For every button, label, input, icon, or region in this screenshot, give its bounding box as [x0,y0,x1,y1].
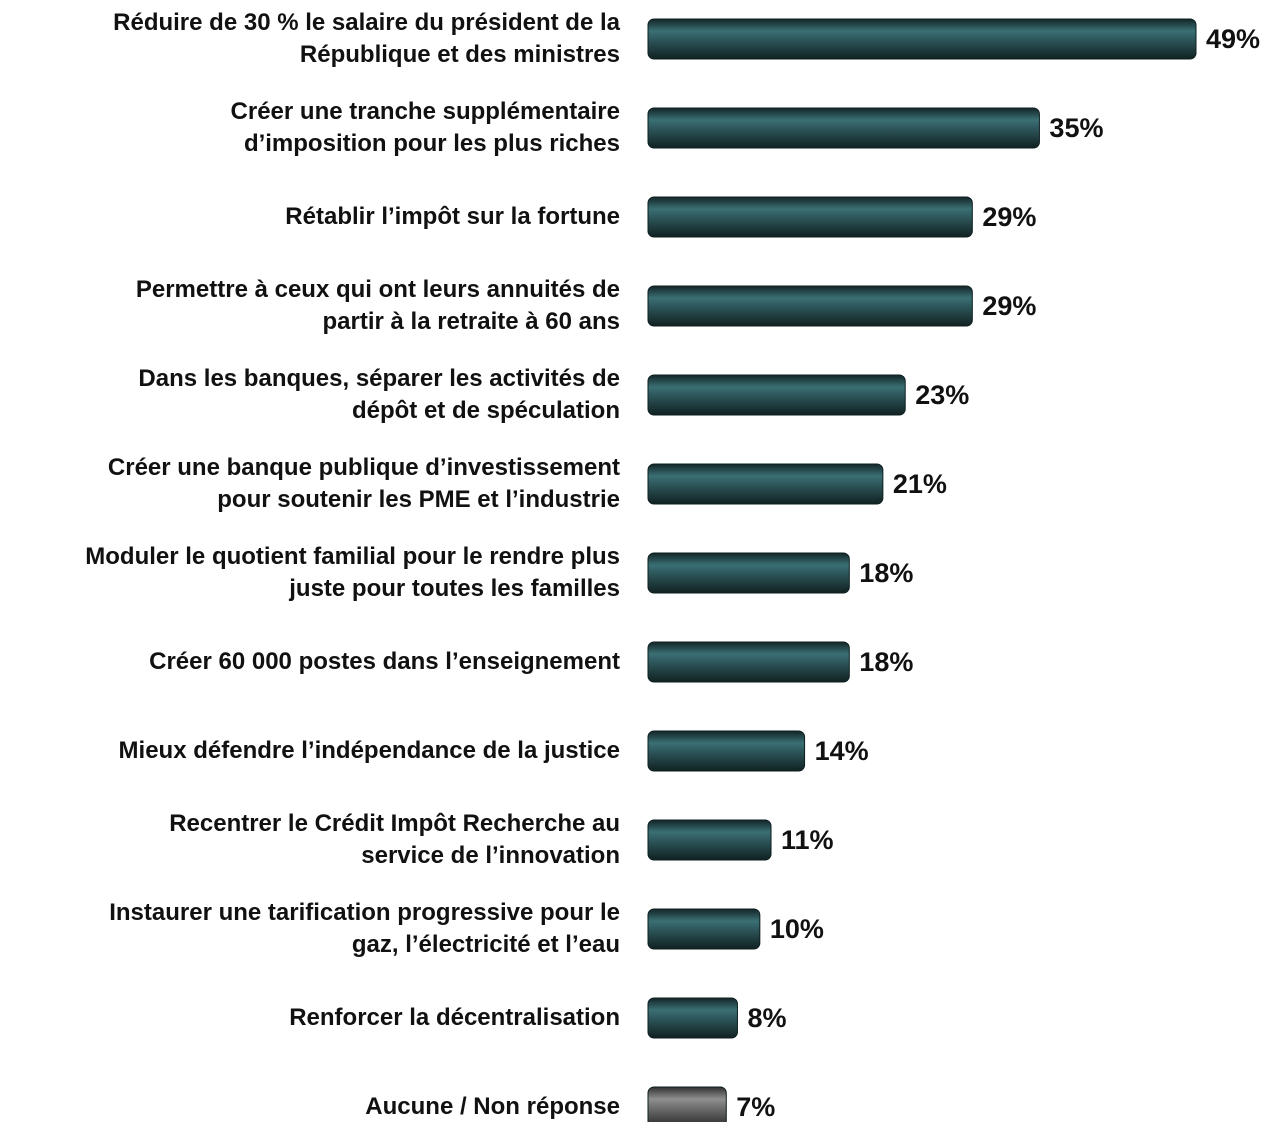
value-label: 18% [859,647,913,677]
category-label: Créer 60 000 postes dans l’enseignement [149,648,620,675]
value-label: 29% [982,291,1036,321]
value-label: 14% [815,736,869,766]
bar [647,1086,727,1122]
category-label: Renforcer la décentralisation [289,1004,620,1031]
category-label: Instaurer une tarification progressive p… [109,899,620,958]
value-label: 7% [736,1092,775,1122]
bar [647,107,1040,149]
category-label: Rétablir l’impôt sur la fortune [285,203,620,230]
bar [647,285,973,327]
bar [647,997,738,1039]
value-label: 49% [1206,24,1260,54]
bar [647,908,761,950]
bar [647,552,850,594]
bar [647,463,884,505]
bar [647,196,973,238]
value-label: 18% [859,558,913,588]
value-label: 29% [982,202,1036,232]
value-label: 35% [1049,113,1103,143]
category-label: Mieux défendre l’indépendance de la just… [118,737,620,764]
category-label: Dans les banques, séparer les activités … [138,365,620,424]
category-label: Moduler le quotient familial pour le ren… [85,543,620,602]
category-label: Permettre à ceux qui ont leurs annuités … [135,276,620,335]
category-label: Réduire de 30 % le salaire du président … [113,9,620,68]
bar [647,730,806,772]
category-label: Aucune / Non réponse [365,1093,620,1120]
category-label: Créer une banque publique d’investisseme… [107,454,620,513]
value-label: 21% [893,469,947,499]
bar [647,641,850,683]
value-label: 10% [770,914,824,944]
value-label: 11% [781,825,834,855]
bar [647,18,1197,60]
bar [647,819,772,861]
bar [647,374,906,416]
value-label: 23% [915,380,969,410]
category-label: Recentrer le Crédit Impôt Recherche au s… [169,810,620,869]
category-label: Créer une tranche supplémentaire d’impos… [230,98,620,157]
value-label: 8% [747,1003,786,1033]
